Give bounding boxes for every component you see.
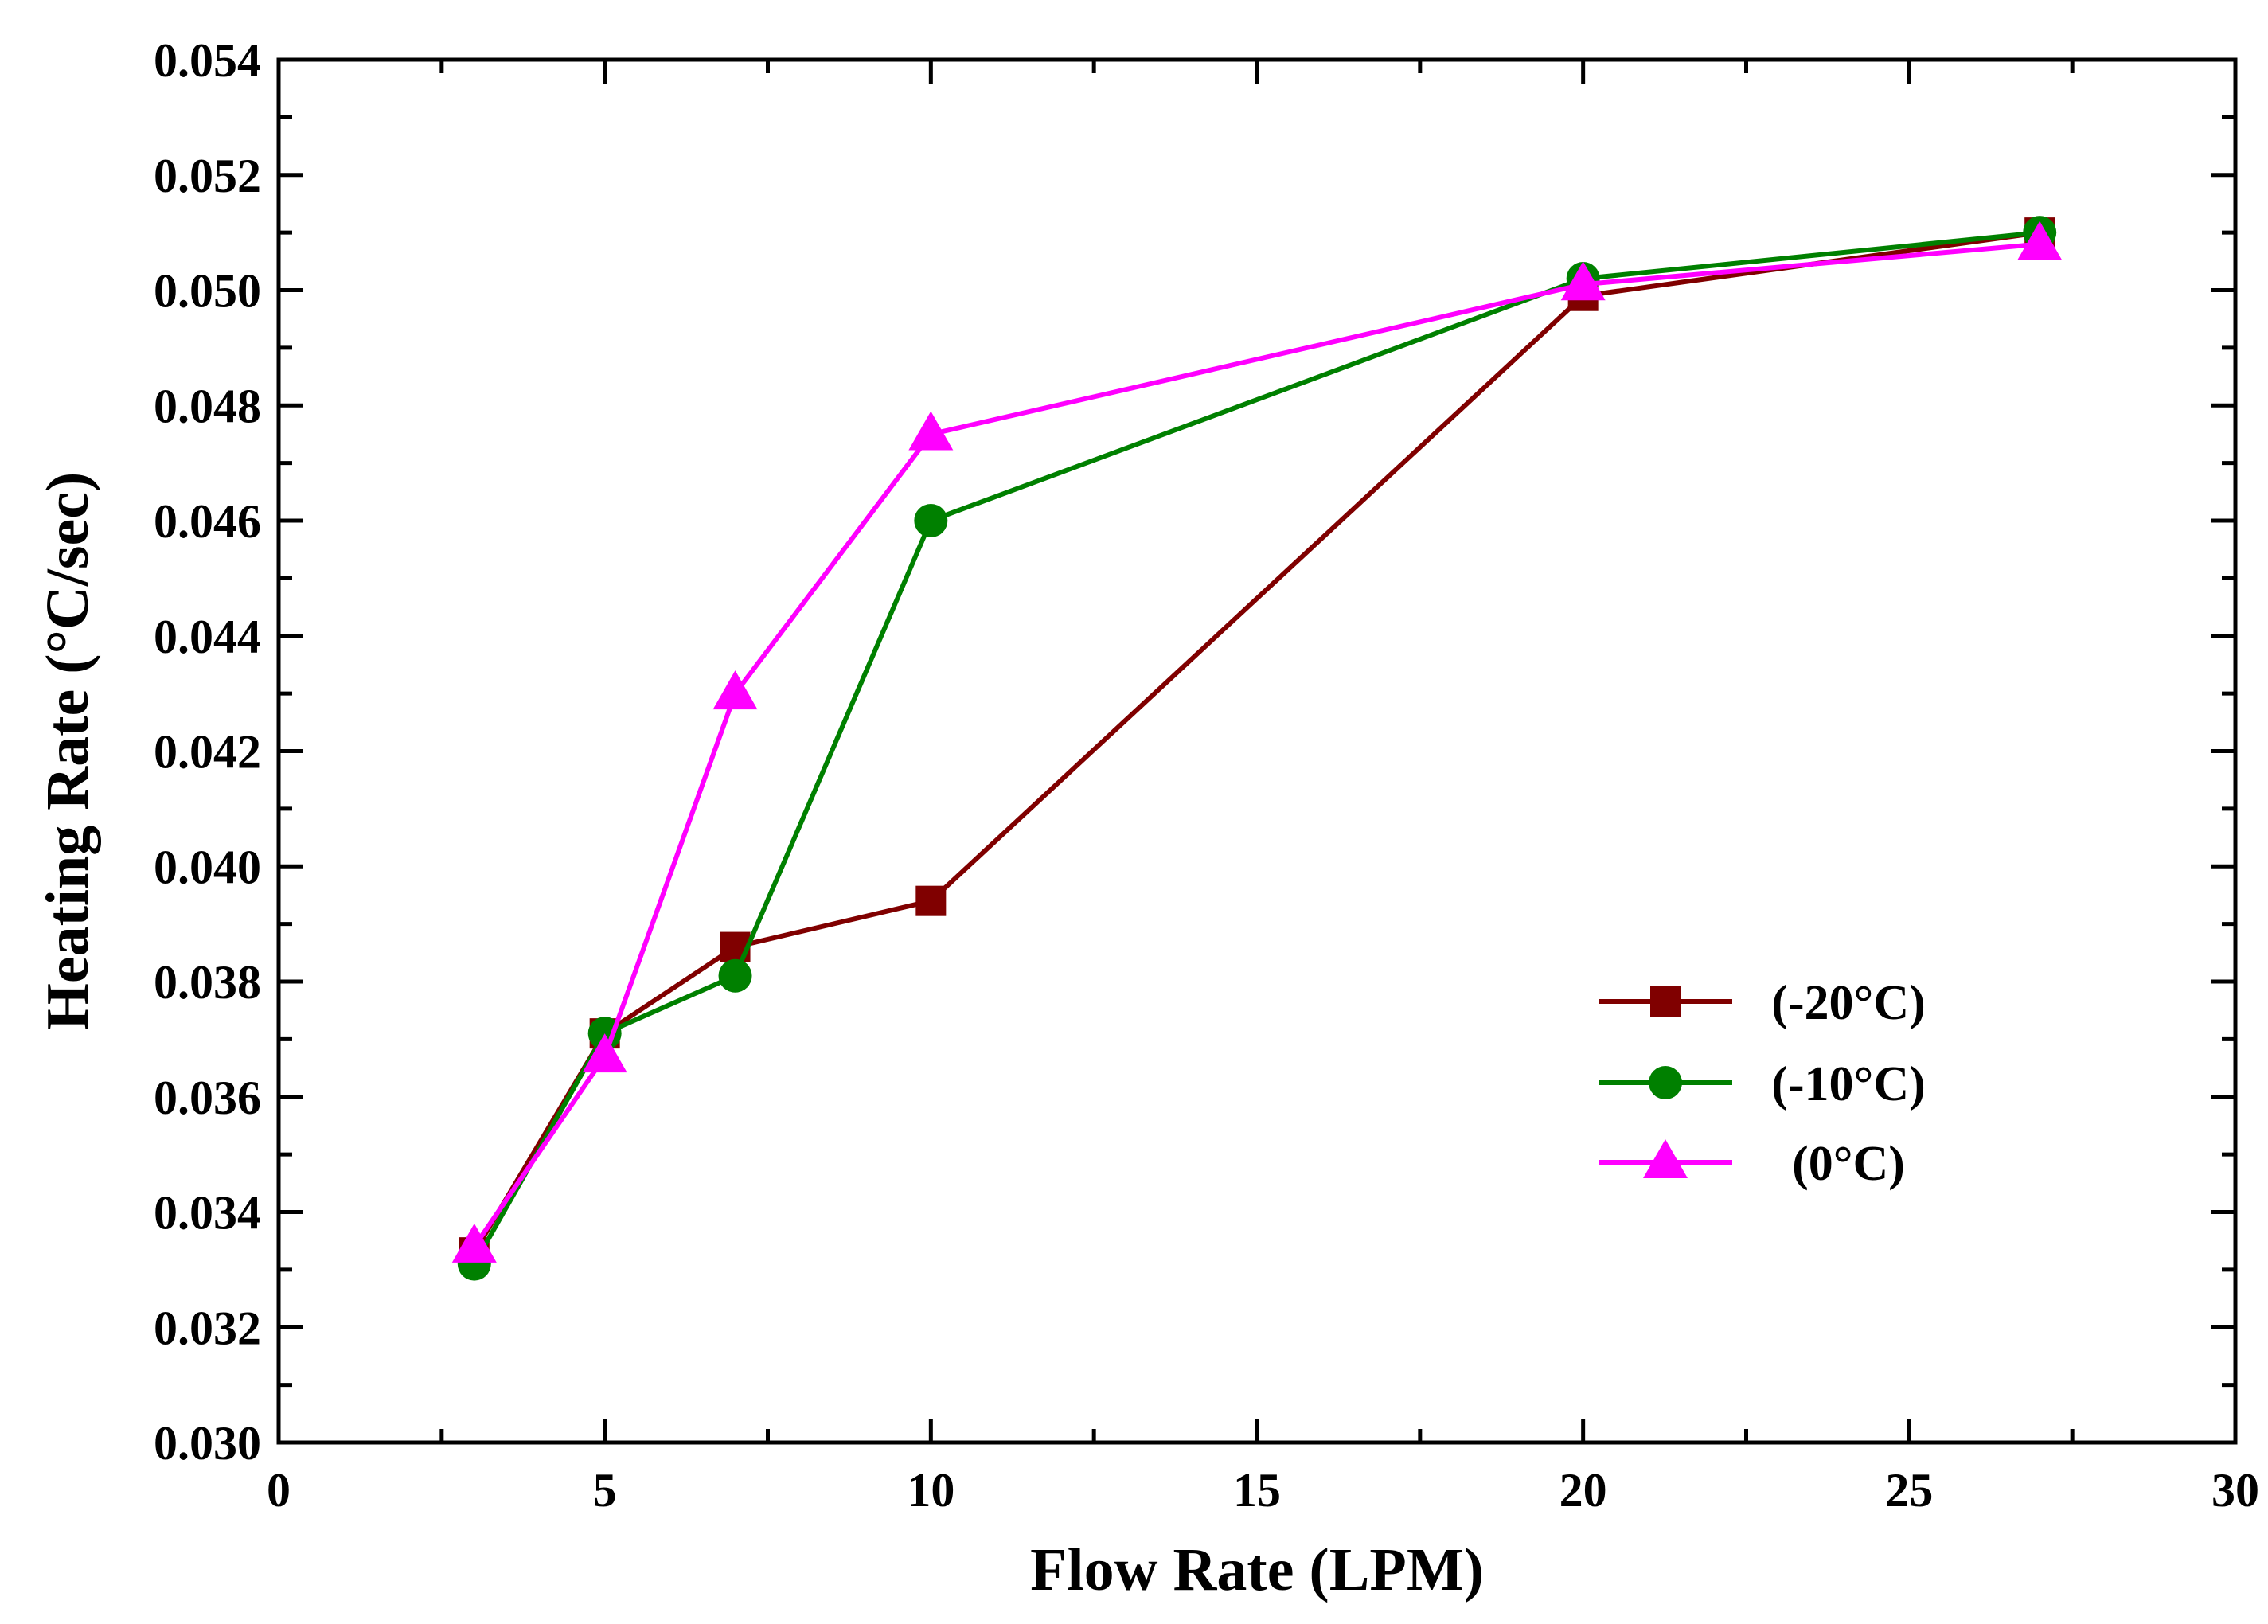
y-tick-label: 0.048 — [154, 380, 261, 432]
y-tick-label: 0.034 — [154, 1187, 261, 1239]
x-tick-label: 5 — [593, 1464, 617, 1517]
series-line — [472, 241, 2040, 1248]
data-point — [914, 504, 948, 537]
series-layer — [451, 216, 2063, 1281]
x-tick-label: 30 — [2211, 1464, 2259, 1517]
x-tick-label: 0 — [267, 1464, 291, 1517]
x-tick-label: 15 — [1233, 1464, 1281, 1517]
data-point — [582, 1033, 627, 1073]
data-point — [718, 958, 752, 993]
axes: 0 5 10 15 20 25 30 0.030 0.032 0.034 0.036 0.038 0.0… — [154, 34, 2259, 1517]
legend-marker — [1650, 986, 1681, 1017]
y-tick-label: 0.042 — [154, 726, 261, 779]
data-point — [915, 885, 947, 916]
x-tick-label: 20 — [1559, 1464, 1607, 1517]
legend-marker — [1649, 1066, 1682, 1099]
legend-entry: (0°C) — [1599, 1137, 1905, 1191]
data-point — [1560, 261, 1606, 301]
series-1 — [457, 216, 2057, 1281]
y-tick-label: 0.036 — [154, 1072, 261, 1124]
y-tick-label: 0.038 — [154, 956, 261, 1009]
y-tick-label: 0.040 — [154, 841, 261, 893]
y-tick-label: 0.050 — [154, 265, 261, 318]
data-point — [712, 670, 758, 710]
y-tick-label: 0.032 — [154, 1302, 261, 1354]
legend-label: (0°C) — [1792, 1137, 1905, 1191]
y-axis-title: Heating Rate (°C/sec) — [34, 472, 101, 1031]
legend-entry: (-10°C) — [1599, 1057, 1926, 1111]
legend-label: (-20°C) — [1771, 976, 1926, 1030]
legend-label: (-10°C) — [1771, 1057, 1926, 1111]
data-point — [2017, 221, 2063, 260]
y-tick-label: 0.044 — [154, 611, 261, 663]
legend-entry: (-20°C) — [1599, 976, 1926, 1030]
data-point — [908, 411, 954, 451]
y-tick-label: 0.046 — [154, 495, 261, 548]
x-axis-title: Flow Rate (LPM) — [1030, 1536, 1484, 1603]
y-tick-label: 0.052 — [154, 150, 261, 202]
plot-frame — [276, 57, 2238, 1445]
legend-marker — [1643, 1139, 1688, 1178]
x-tick-label: 25 — [1885, 1464, 1933, 1517]
data-point — [451, 1223, 497, 1263]
y-tick-label: 0.054 — [154, 34, 261, 87]
series-2 — [451, 221, 2063, 1263]
x-tick-label: 10 — [907, 1464, 954, 1517]
legend: (-20°C) (-10°C) (0°C) — [1599, 976, 1926, 1191]
y-tick-label: 0.030 — [154, 1417, 261, 1470]
